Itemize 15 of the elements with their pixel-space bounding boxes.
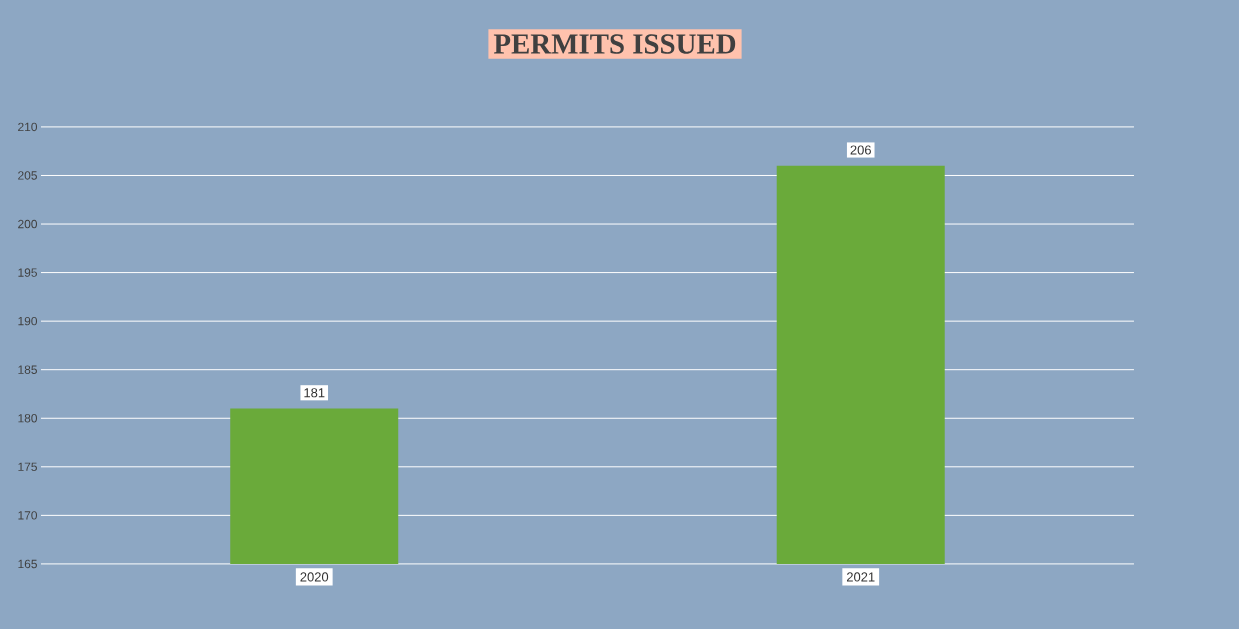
x-tick-label: 2021 [846,572,875,582]
y-tick-label: 190 [18,316,38,326]
y-tick-label: 205 [18,171,37,180]
x-tick-label: 2020 [300,572,329,582]
y-tick-label: 195 [18,268,37,277]
chart-title: PERMITS ISSUED [493,34,736,54]
y-tick-label: 210 [18,122,38,132]
data-label: 206 [850,145,871,155]
y-tick-label: 165 [18,559,37,569]
data-label: 181 [304,388,325,398]
y-tick-label: 200 [18,219,38,229]
y-tick-label: 170 [18,511,38,520]
y-tick-label: 175 [18,462,37,471]
y-tick-label: 180 [18,414,38,423]
y-tick-label: 185 [18,365,37,374]
